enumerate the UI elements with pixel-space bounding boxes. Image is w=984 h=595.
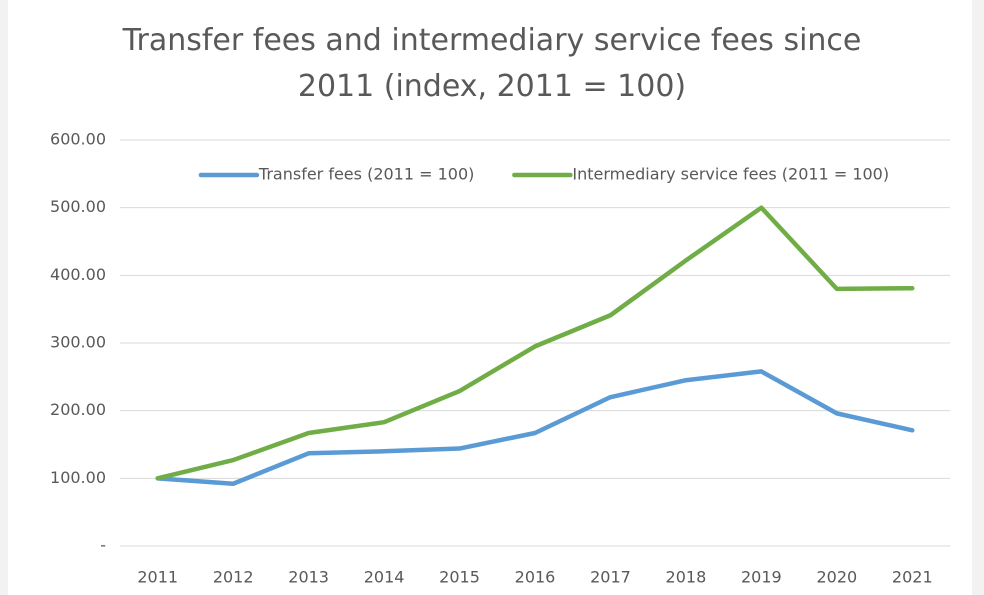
y-tick-label: - <box>100 536 106 555</box>
chart-title: Transfer fees and intermediary service f… <box>122 23 862 104</box>
legend-label: Intermediary service fees (2011 = 100) <box>572 165 889 184</box>
x-tick-label: 2011 <box>137 568 178 587</box>
series-line <box>155 369 915 486</box>
y-tick-label: 300.00 <box>50 333 106 352</box>
y-tick-label: 600.00 <box>50 130 106 149</box>
y-tick-label: 500.00 <box>50 197 106 216</box>
x-tick-label: 2020 <box>816 568 857 587</box>
x-tick-label: 2017 <box>590 568 631 587</box>
y-tick-label: 200.00 <box>50 400 106 419</box>
y-tick-label: 400.00 <box>50 265 106 284</box>
x-tick-label: 2016 <box>515 568 556 587</box>
x-tick-label: 2013 <box>288 568 329 587</box>
x-tick-label: 2015 <box>439 568 480 587</box>
x-tick-label: 2014 <box>364 568 405 587</box>
x-tick-label: 2018 <box>666 568 707 587</box>
x-tick-label: 2021 <box>892 568 933 587</box>
legend-label: Transfer fees (2011 = 100) <box>258 165 474 184</box>
series-line <box>155 205 915 481</box>
x-tick-label: 2019 <box>741 568 782 587</box>
chart-area <box>8 0 972 595</box>
y-tick-label: 100.00 <box>50 468 106 487</box>
x-tick-label: 2012 <box>213 568 254 587</box>
